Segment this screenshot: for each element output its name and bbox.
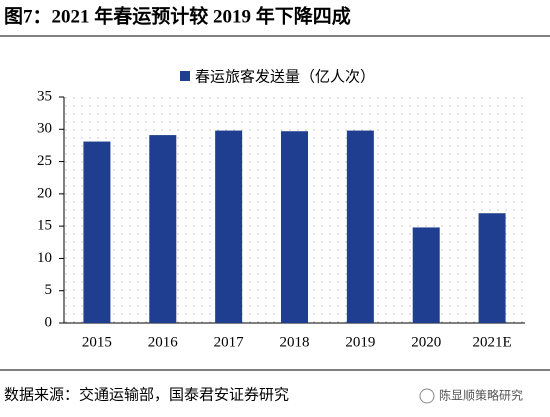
y-tick-label: 30 — [37, 121, 52, 137]
y-tick-label: 5 — [45, 282, 53, 298]
x-tick-label: 2016 — [148, 334, 179, 350]
bar — [346, 130, 374, 323]
y-tick-label: 10 — [37, 250, 52, 266]
y-tick-label: 15 — [37, 218, 52, 234]
x-tick-label: 2015 — [82, 334, 112, 350]
bar — [215, 130, 243, 323]
chart-title: 图7：2021 年春运预计较 2019 年下降四成 — [4, 4, 351, 27]
bar — [280, 131, 309, 323]
x-tick-label: 2020 — [411, 334, 441, 350]
legend-swatch — [180, 71, 190, 81]
x-tick-label: 2018 — [280, 334, 310, 350]
legend-label: 春运旅客发送量（亿人次） — [195, 68, 375, 86]
bar — [412, 227, 440, 323]
bar — [149, 135, 177, 323]
y-tick-label: 20 — [37, 185, 52, 201]
source-note: 数据来源：交通运输部，国泰君安证券研究 — [4, 385, 289, 403]
x-tick-label: 2021E — [472, 334, 511, 350]
watermark-icon — [419, 388, 435, 404]
x-tick-label: 2019 — [345, 334, 375, 350]
y-tick-label: 25 — [37, 153, 52, 169]
bar — [83, 141, 111, 323]
watermark: 陈显顺策略研究 — [439, 388, 523, 403]
y-tick-label: 35 — [37, 88, 52, 104]
y-tick-label: 0 — [45, 314, 53, 330]
bar — [478, 213, 506, 323]
x-tick-label: 2017 — [214, 334, 245, 350]
